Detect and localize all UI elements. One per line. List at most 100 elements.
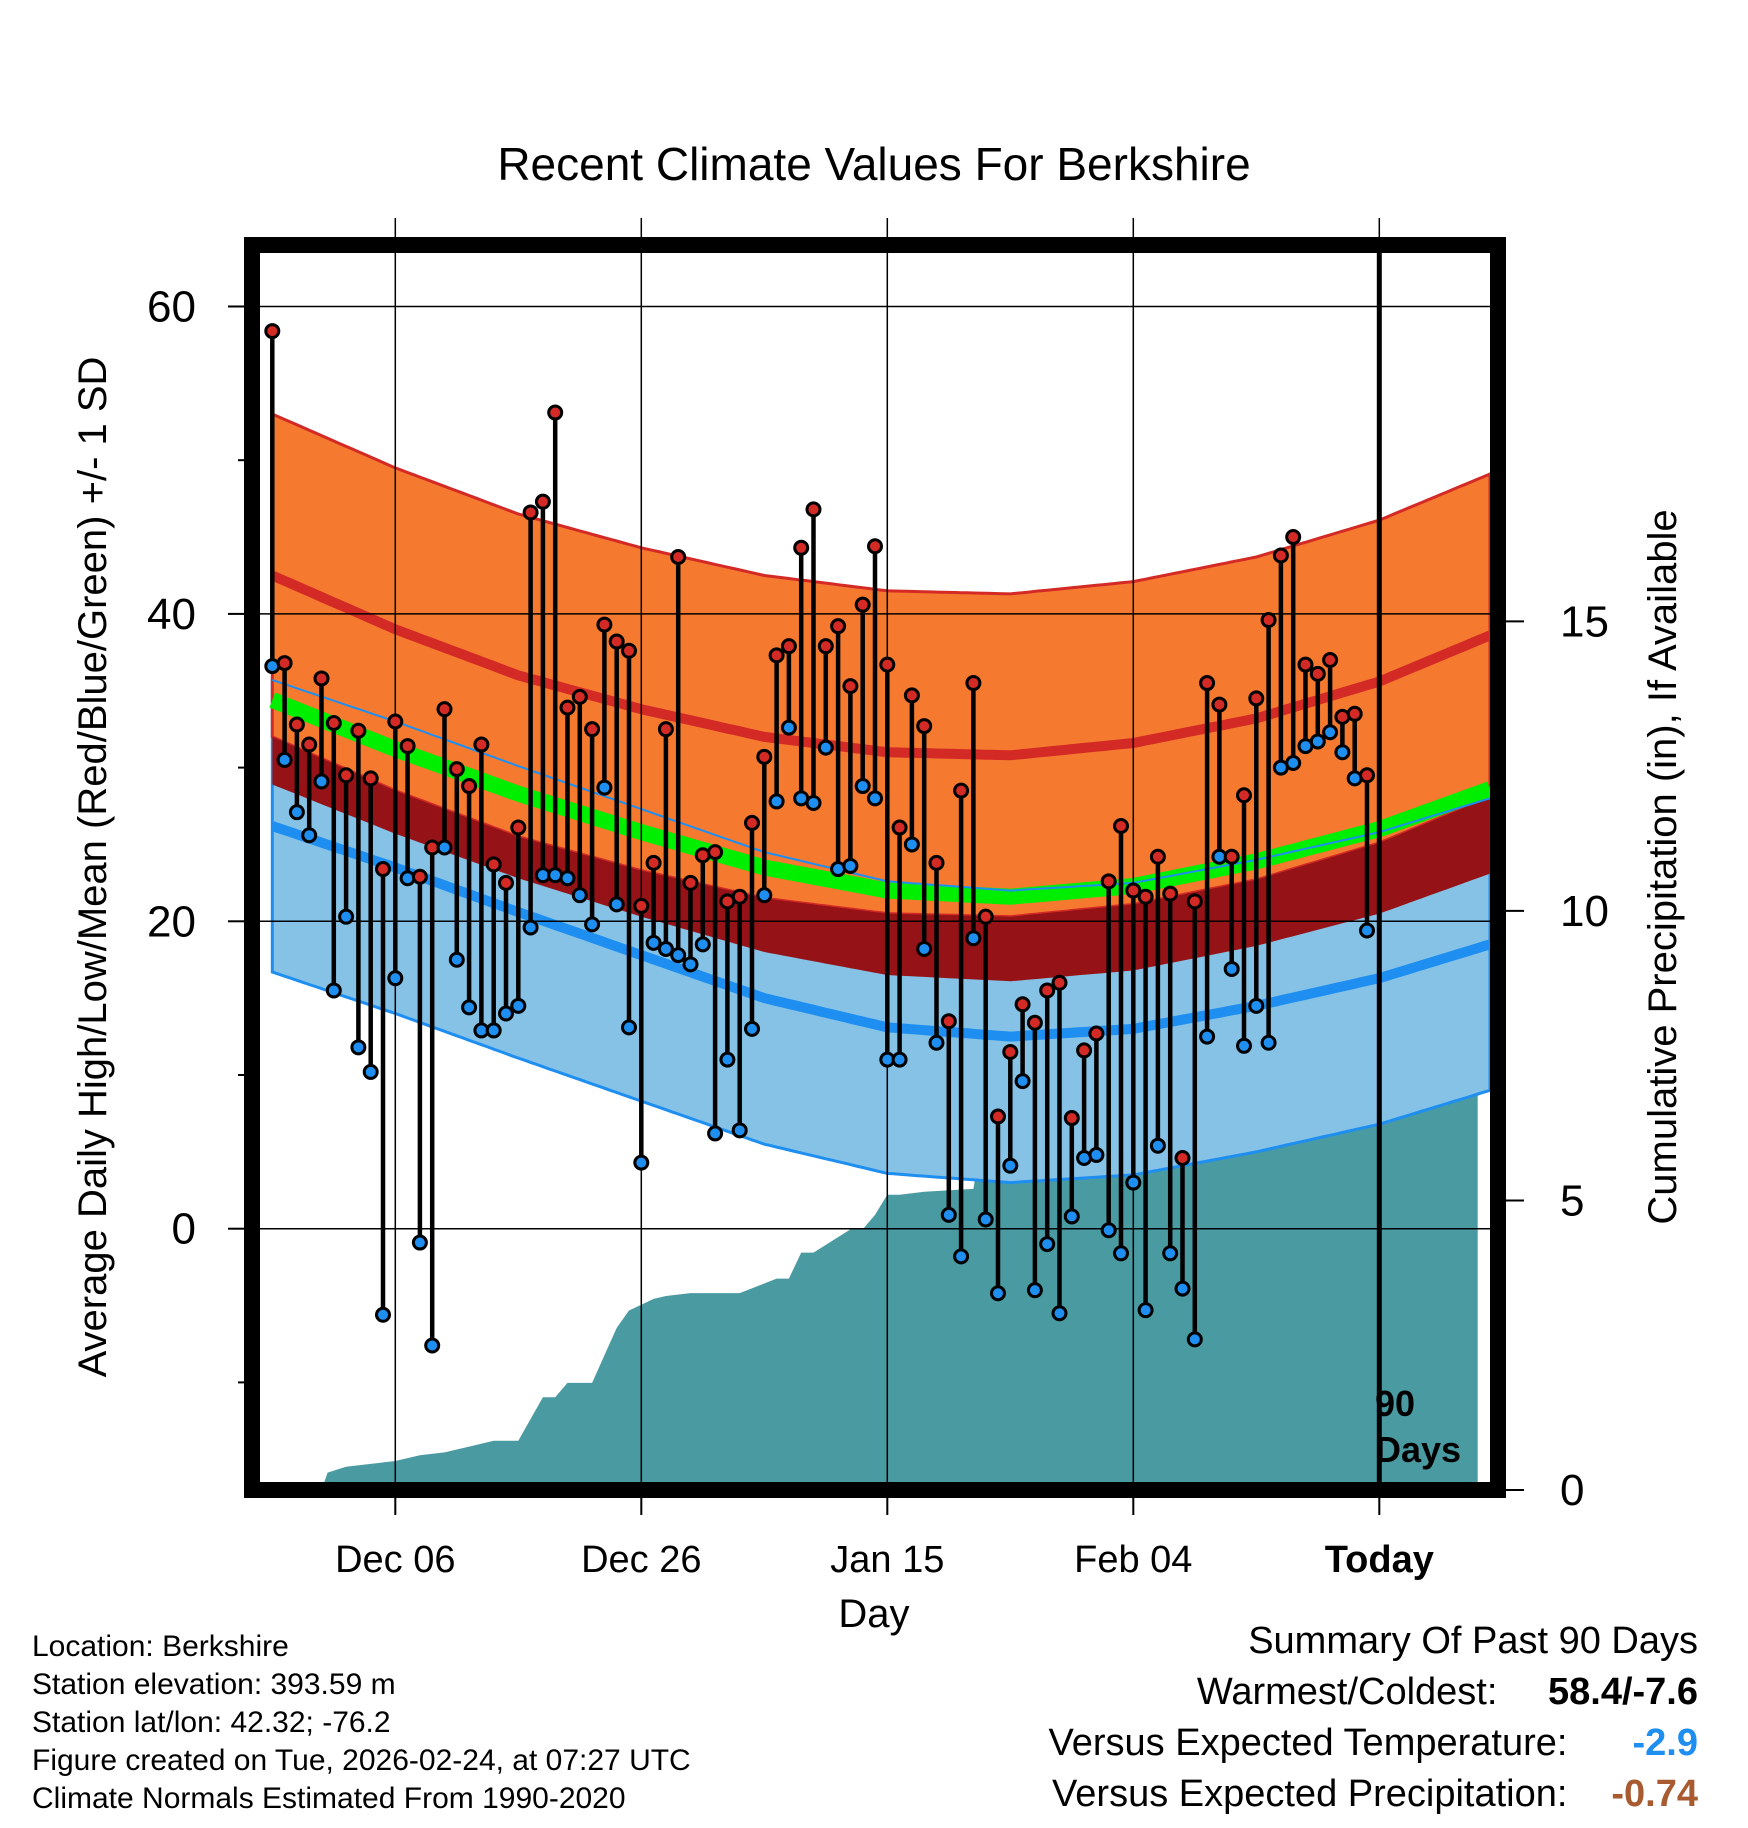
y-axis-label: Average Daily High/Low/Mean (Red/Blue/Gr… — [71, 357, 115, 1378]
x-tick-label: Today — [1325, 1539, 1434, 1581]
daily-low-point — [1236, 1037, 1252, 1054]
daily-high-point — [559, 699, 576, 716]
daily-high-point — [953, 782, 970, 799]
low-normal-line — [270, 821, 1492, 1042]
daily-high-point — [1162, 885, 1179, 902]
daily-high-point — [1014, 996, 1031, 1013]
daily-high-point — [744, 814, 760, 831]
daily-low-point — [411, 1234, 428, 1251]
daily-low-point — [842, 857, 859, 874]
daily-low-point — [805, 794, 822, 811]
daily-high-point — [1063, 1110, 1080, 1127]
summary-temperature-label: Versus Expected Temperature: — [1048, 1722, 1568, 1764]
daily-low-point — [498, 1005, 514, 1022]
y-tick-label: 0 — [172, 1205, 196, 1254]
daily-low-point — [1137, 1302, 1154, 1319]
x-tick-label: Feb 04 — [1074, 1539, 1192, 1581]
daily-low-point — [1002, 1157, 1019, 1174]
daily-high-point — [498, 874, 514, 891]
high-normal-line — [270, 570, 1492, 761]
daily-low-point — [1199, 1028, 1216, 1045]
daily-high-point — [510, 819, 527, 836]
daily-low-point — [1285, 754, 1302, 771]
daily-low-point — [940, 1206, 957, 1223]
daily-low-point — [301, 827, 318, 844]
daily-high-point — [448, 761, 465, 778]
daily-high-point — [977, 908, 994, 925]
info-created: Figure created on Tue, 2026-02-24, at 07… — [32, 1744, 691, 1777]
summary-warmest-value: 58.4/-7.6 — [1548, 1671, 1698, 1713]
daily-low-point — [928, 1034, 945, 1051]
daily-high-point — [1088, 1025, 1105, 1042]
daily-low-point — [1174, 1280, 1191, 1297]
summary-precipitation-label: Versus Expected Precipitation: — [1052, 1773, 1568, 1815]
x-tick-label: Jan 15 — [830, 1539, 944, 1581]
daily-high-point — [399, 738, 416, 755]
daily-low-point — [608, 896, 625, 913]
y-tick-label: 40 — [147, 590, 196, 639]
daily-low-point — [584, 916, 601, 933]
daily-low-point — [670, 947, 687, 964]
daily-high-point — [1186, 893, 1203, 910]
daily-low-point — [1322, 724, 1339, 741]
daily-high-point — [1248, 690, 1265, 707]
days-marker-label-2: Days — [1375, 1429, 1461, 1470]
summary-warmest-label: Warmest/Coldest: — [1196, 1671, 1498, 1713]
daily-low-point — [1248, 997, 1265, 1014]
daily-high-point — [1297, 656, 1314, 673]
daily-high-point — [387, 713, 404, 730]
daily-low-point — [707, 1125, 724, 1142]
summary-temperature-value: -2.9 — [1632, 1722, 1698, 1764]
daily-high-point — [903, 687, 920, 704]
daily-low-point — [916, 940, 933, 957]
plot-frame — [244, 237, 1506, 1498]
info-location: Location: Berkshire — [32, 1630, 289, 1663]
daily-low-point — [645, 934, 662, 951]
summary-panel: Summary Of Past 90 Days Warmest/Coldest:… — [900, 0, 1698, 1828]
daily-high-point — [1346, 705, 1363, 722]
daily-high-point — [965, 675, 982, 692]
daily-high-point — [621, 642, 637, 659]
daily-low-point — [756, 887, 773, 904]
daily-high-point — [547, 404, 564, 421]
daily-high-point — [1137, 888, 1154, 905]
daily-high-point — [780, 638, 797, 655]
daily-low-point — [854, 778, 871, 795]
daily-low-point — [338, 908, 355, 925]
daily-low-point — [522, 919, 539, 936]
daily-low-point — [387, 970, 404, 987]
summary-precipitation-value: -0.74 — [1611, 1773, 1698, 1815]
daily-low-point — [903, 836, 920, 853]
daily-high-point — [1125, 882, 1142, 899]
daily-high-point — [571, 688, 588, 705]
daily-low-point — [436, 839, 453, 856]
daily-high-point — [1260, 612, 1277, 629]
daily-high-point — [854, 596, 871, 613]
daily-low-point — [424, 1337, 441, 1354]
daily-low-point — [571, 887, 588, 904]
daily-high-point — [990, 1108, 1006, 1125]
daily-high-point — [362, 770, 379, 787]
daily-low-point — [719, 1051, 736, 1068]
x-axis-label: Day — [838, 1592, 909, 1636]
daily-high-point — [461, 778, 478, 795]
y-tick-label: 20 — [147, 897, 196, 946]
daily-high-point — [657, 721, 674, 738]
daily-low-point — [362, 1063, 379, 1080]
daily-high-point — [264, 323, 281, 340]
daily-low-point — [276, 751, 293, 768]
daily-high-point — [682, 874, 699, 891]
daily-low-point — [325, 982, 342, 999]
daily-low-point — [780, 719, 797, 736]
x-tick-label: Dec 26 — [581, 1539, 701, 1581]
daily-low-point — [596, 779, 613, 796]
daily-low-point — [1149, 1137, 1166, 1154]
daily-high-point — [1309, 665, 1326, 682]
axes-layer: 0 20 40 60 0 5 10 15 Dec 06 Dec 26 Jan 15 Feb 04 Tod… — [147, 282, 1609, 1581]
plot-border — [244, 237, 1506, 1498]
info-latlon: Station lat/lon: 42.32; -76.2 — [32, 1706, 391, 1739]
chart-title: Recent Climate Values For Berkshire — [497, 138, 1250, 190]
daily-high-point — [670, 549, 687, 566]
daily-low-point — [313, 773, 330, 790]
daily-high-point — [534, 493, 551, 510]
